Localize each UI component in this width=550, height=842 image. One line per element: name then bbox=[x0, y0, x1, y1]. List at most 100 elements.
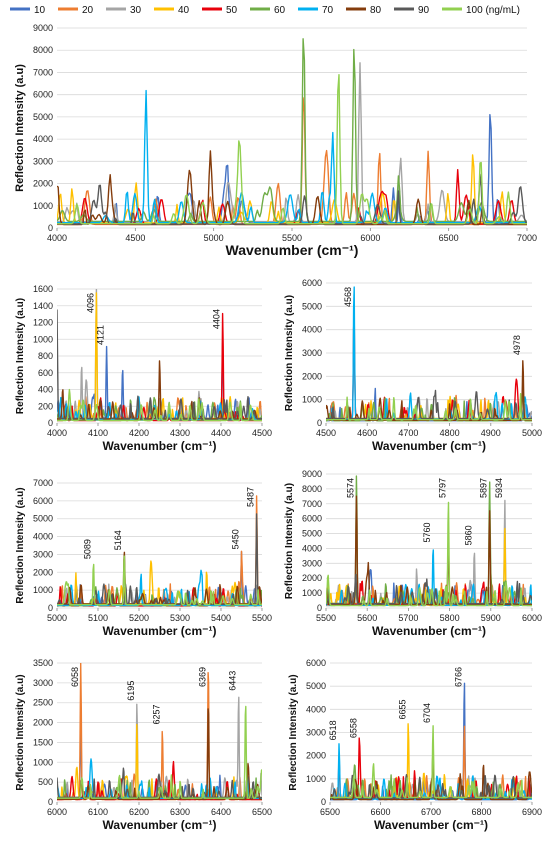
legend-entry-1: 10 bbox=[10, 5, 46, 16]
series-70 bbox=[57, 89, 527, 224]
y-axis-title: Reflection Intensity (a.u) bbox=[284, 295, 295, 411]
legend-label: 60 bbox=[274, 5, 286, 16]
series-group bbox=[57, 289, 262, 422]
x-tick-label: 5000 bbox=[47, 613, 67, 623]
legend-label: 80 bbox=[370, 5, 382, 16]
chart-panel-1: 0 1000 2000 3000 4000 5000 6000 7000 8000 9000 400… bbox=[14, 23, 537, 258]
peak-label: 6518 bbox=[328, 720, 338, 740]
y-tick-label: 6000 bbox=[33, 90, 53, 100]
x-axis-title: Wavenumber (cm⁻¹) bbox=[372, 439, 486, 453]
peak-label: 5450 bbox=[231, 529, 241, 549]
peak-label: 6058 bbox=[70, 667, 80, 687]
x-tick-label: 4800 bbox=[440, 428, 460, 438]
x-tick-label: 4200 bbox=[129, 428, 149, 438]
y-tick-label: 2000 bbox=[306, 751, 326, 761]
y-tick-label: 0 bbox=[48, 223, 53, 233]
x-tick-label: 6300 bbox=[170, 807, 190, 817]
legend-entry-7: 70 bbox=[298, 5, 334, 16]
series-90 bbox=[326, 389, 532, 420]
y-tick-label: 1600 bbox=[33, 284, 53, 294]
y-tick-label: 2500 bbox=[33, 698, 53, 708]
y-tick-label: 1400 bbox=[33, 301, 53, 311]
y-tick-label: 0 bbox=[48, 797, 53, 807]
x-tick-label: 6800 bbox=[471, 807, 491, 817]
series-group bbox=[57, 38, 527, 226]
y-tick-label: 7000 bbox=[302, 499, 322, 509]
y-tick-label: 600 bbox=[38, 368, 53, 378]
y-tick-label: 200 bbox=[38, 401, 53, 411]
series-group bbox=[330, 682, 532, 801]
x-tick-label: 5000 bbox=[204, 233, 224, 243]
y-tick-label: 9000 bbox=[302, 469, 322, 479]
x-tick-label: 6500 bbox=[320, 807, 340, 817]
y-tick-label: 0 bbox=[317, 418, 322, 428]
peak-label: 5797 bbox=[437, 478, 447, 498]
y-tick-label: 2000 bbox=[33, 718, 53, 728]
x-tick-label: 5000 bbox=[522, 428, 542, 438]
series-100 bbox=[57, 705, 262, 799]
x-axis-title: Wavenumber (cm⁻¹) bbox=[226, 242, 359, 258]
y-tick-label: 5000 bbox=[302, 529, 322, 539]
y-axis-title: Reflection Intensity (a.u) bbox=[288, 674, 299, 790]
y-tick-label: 3000 bbox=[33, 156, 53, 166]
legend-label: 100 (ng/mL) bbox=[466, 5, 520, 16]
x-tick-label: 5500 bbox=[282, 233, 302, 243]
x-tick-label: 6000 bbox=[360, 233, 380, 243]
legend-entry-6: 60 bbox=[250, 5, 286, 16]
legend-entry-5: 50 bbox=[202, 5, 238, 16]
legend-entry-8: 80 bbox=[346, 5, 382, 16]
y-tick-label: 0 bbox=[48, 418, 53, 428]
y-tick-label: 0 bbox=[48, 603, 53, 613]
y-tick-label: 3000 bbox=[33, 549, 53, 559]
peak-label: 4121 bbox=[96, 325, 106, 345]
y-tick-label: 1500 bbox=[33, 737, 53, 747]
x-tick-label: 6200 bbox=[129, 807, 149, 817]
y-tick-label: 1000 bbox=[33, 757, 53, 767]
legend-label: 40 bbox=[178, 5, 190, 16]
peak-label: 5934 bbox=[494, 478, 504, 498]
peak-label: 5487 bbox=[246, 487, 256, 507]
series-100 bbox=[57, 388, 262, 422]
x-tick-label: 5300 bbox=[170, 613, 190, 623]
x-tick-label: 6500 bbox=[252, 807, 272, 817]
x-tick-label: 6400 bbox=[211, 807, 231, 817]
series-40 bbox=[57, 154, 527, 224]
x-tick-label: 5900 bbox=[481, 613, 501, 623]
peak-label: 6766 bbox=[453, 667, 463, 687]
x-tick-label: 5700 bbox=[398, 613, 418, 623]
legend-entry-4: 40 bbox=[154, 5, 190, 16]
y-tick-label: 3000 bbox=[33, 678, 53, 688]
x-tick-label: 4500 bbox=[252, 428, 272, 438]
y-axis-title: Reflection Intensity (a.u) bbox=[15, 298, 26, 414]
y-tick-label: 1000 bbox=[306, 774, 326, 784]
x-tick-label: 4700 bbox=[398, 428, 418, 438]
y-tick-label: 1000 bbox=[33, 334, 53, 344]
series-100 bbox=[57, 555, 262, 606]
chart-panel-5: 0 1000 2000 3000 4000 5000 6000 7000 8000 9000 550… bbox=[284, 469, 542, 638]
legend-entry-9: 90 bbox=[394, 5, 430, 16]
y-tick-label: 1000 bbox=[33, 201, 53, 211]
legend-label: 90 bbox=[418, 5, 430, 16]
y-tick-label: 1200 bbox=[33, 318, 53, 328]
legend: 10 20 30 40 50 60 70 80 90 100 (ng/mL) bbox=[10, 5, 520, 16]
y-tick-label: 4000 bbox=[302, 543, 322, 553]
y-tick-label: 0 bbox=[317, 603, 322, 613]
y-axis-title: Reflection Intensity (a.u) bbox=[14, 64, 26, 192]
y-tick-label: 4000 bbox=[33, 532, 53, 542]
series-group bbox=[326, 475, 532, 607]
x-tick-label: 5600 bbox=[357, 613, 377, 623]
y-tick-label: 5000 bbox=[33, 514, 53, 524]
series-80 bbox=[326, 495, 532, 606]
x-tick-label: 4900 bbox=[481, 428, 501, 438]
peak-label: 4978 bbox=[512, 335, 522, 355]
peak-label: 6443 bbox=[228, 671, 238, 691]
series-80 bbox=[330, 749, 532, 801]
y-tick-label: 5000 bbox=[33, 112, 53, 122]
series-100 bbox=[57, 74, 527, 225]
y-tick-label: 1000 bbox=[302, 395, 322, 405]
x-tick-label: 6700 bbox=[421, 807, 441, 817]
series-10 bbox=[57, 114, 527, 224]
x-tick-label: 4600 bbox=[357, 428, 377, 438]
series-100 bbox=[330, 725, 532, 799]
y-tick-label: 2000 bbox=[302, 573, 322, 583]
